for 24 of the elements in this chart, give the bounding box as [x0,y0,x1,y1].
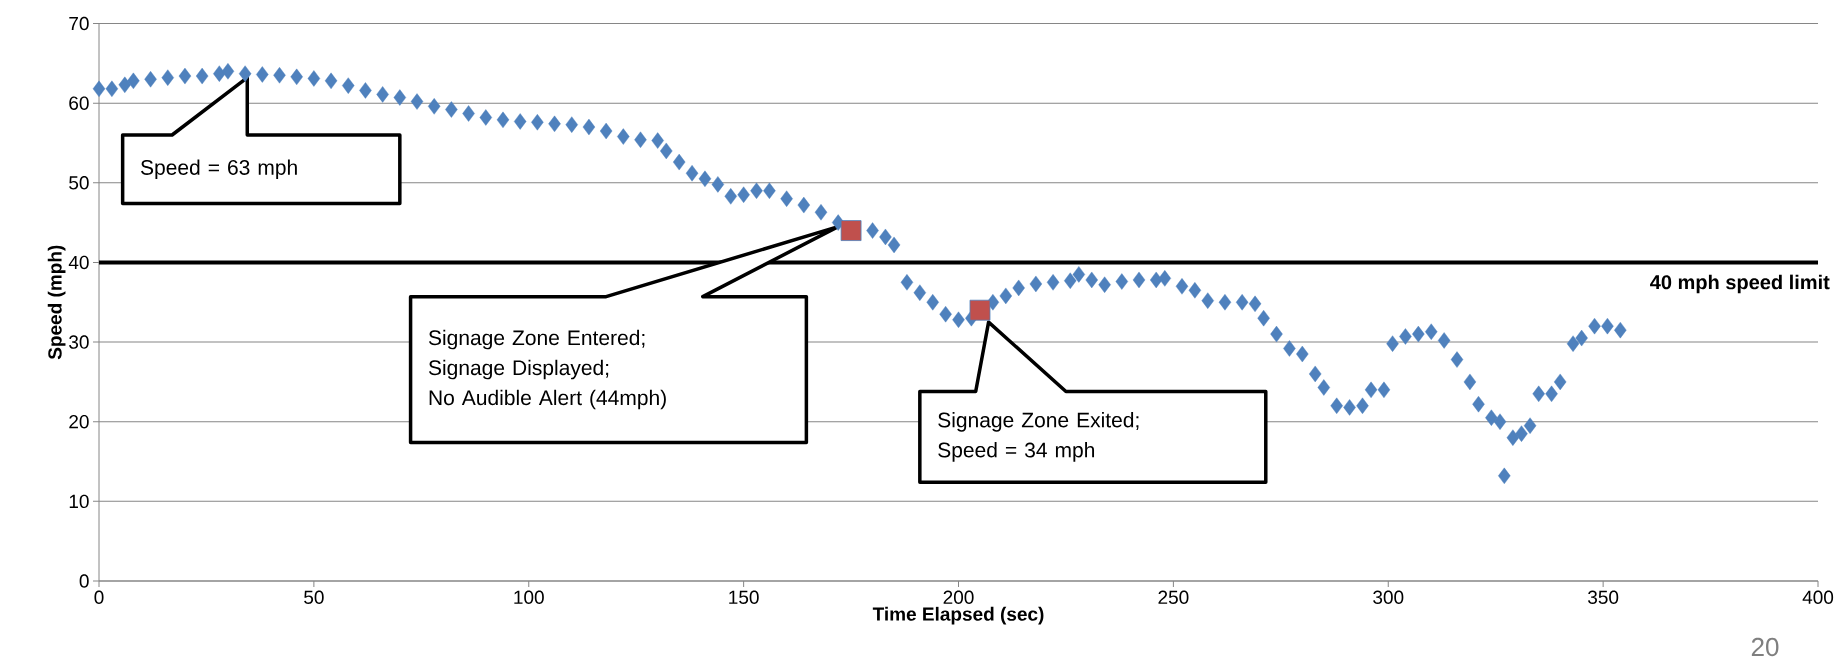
annotation: Signage Zone Exited; Speed = 34 mph [938,412,1139,462]
y-tick-label: 40 [68,255,89,270]
y-tick-label: 0 [79,574,89,588]
x-axis-title: Time Elapsed (sec) [872,606,1044,625]
annotation: Speed = 63 mph [140,159,297,180]
y-tick-label: 20 [69,414,89,429]
ref-line-label: 40 mph speed limit [1650,274,1830,294]
x-tick-label: 200 [943,590,974,604]
x-tick-label: 0 [94,590,104,604]
x-tick-label: 300 [1373,590,1404,604]
x-tick-label: 50 [304,590,324,604]
y-axis-title: Speed (mph) [47,245,66,360]
x-tick-label: 350 [1588,590,1619,604]
y-tick-label: 50 [69,176,89,190]
y-tick-label: 30 [69,335,89,349]
annotation: Signage Zone Entered; Signage Displayed; No Audible Alert (44mph) [428,329,666,410]
x-tick-label: 250 [1158,590,1189,604]
x-tick-label: 150 [729,590,759,604]
y-tick-label: 70 [69,16,89,31]
y-tick-label: 60 [69,96,89,110]
x-tick-label: 100 [514,590,544,604]
text: 20 [1751,637,1779,657]
x-tick-label: 400 [1802,590,1834,604]
y-tick-label: 10 [69,494,89,509]
